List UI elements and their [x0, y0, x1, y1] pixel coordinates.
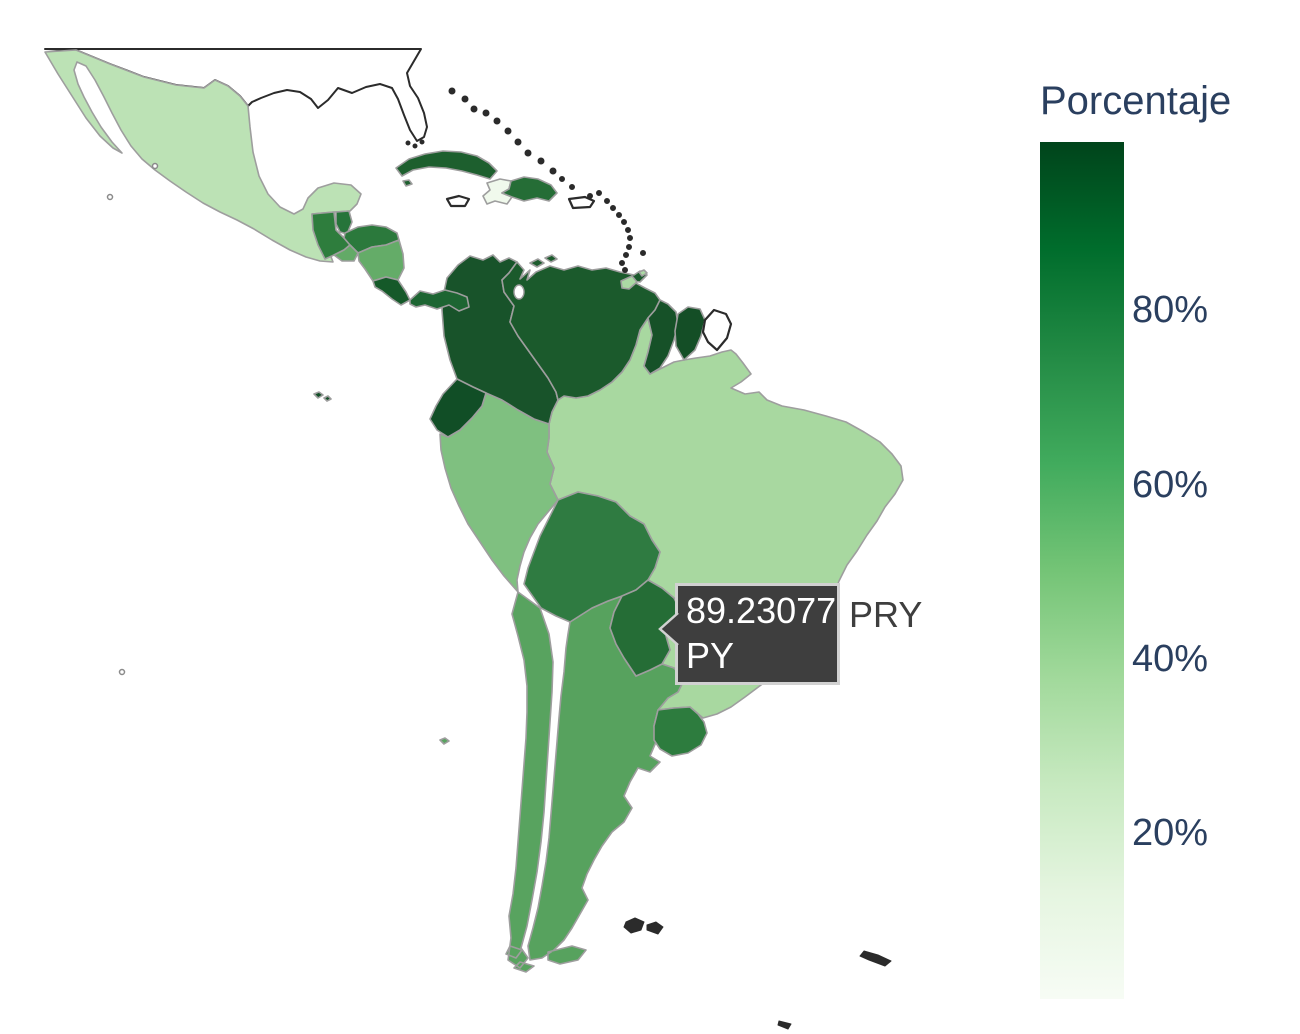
country-haiti[interactable]	[482, 178, 513, 205]
country-chile[interactable]	[439, 591, 554, 973]
colorbar-tick-80: 80%	[1132, 289, 1209, 331]
country-cuba[interactable]	[395, 150, 498, 187]
country-argentina[interactable]	[527, 595, 685, 965]
colorbar-gradient	[1040, 142, 1124, 999]
country-guyana[interactable]	[643, 299, 679, 375]
country-uruguay[interactable]	[653, 706, 708, 757]
country-venezuela[interactable]	[501, 254, 661, 401]
tooltip-value: 89.23077	[686, 590, 837, 631]
small-islands	[405, 87, 892, 1030]
no-data-islands	[445, 194, 733, 352]
colorbar-tick-60: 60%	[1132, 464, 1209, 506]
countries	[44, 49, 904, 973]
small-dash	[777, 1020, 792, 1030]
tiny-islets	[106, 162, 159, 676]
country-suriname[interactable]	[674, 306, 706, 361]
colorbar-title: Porcentaje	[1040, 79, 1232, 123]
lake-maracaibo	[513, 284, 525, 300]
falkland-islands	[623, 917, 664, 935]
tooltip-region-label: PY	[686, 635, 735, 676]
colorbar-tick-20: 20%	[1132, 812, 1209, 854]
hover-tooltip: 89.23077 PY	[658, 583, 840, 685]
country-panama[interactable]	[409, 289, 470, 312]
tooltip-pointer-icon	[658, 612, 679, 646]
country-trinidad-tobago[interactable]	[620, 269, 648, 290]
country-ecuador[interactable]	[313, 378, 487, 438]
south-georgia	[859, 950, 892, 967]
country-dominican-republic[interactable]	[501, 176, 558, 202]
country-costa-rica[interactable]	[372, 276, 411, 306]
country-nicaragua[interactable]	[357, 239, 405, 282]
french-guiana-outline	[701, 308, 733, 352]
colorbar-tick-40: 40%	[1132, 638, 1209, 680]
country-mexico[interactable]	[44, 49, 362, 263]
tooltip-trace-label: PRY	[849, 594, 923, 635]
jamaica-outline	[445, 194, 471, 208]
puerto-rico-outline	[567, 195, 596, 210]
